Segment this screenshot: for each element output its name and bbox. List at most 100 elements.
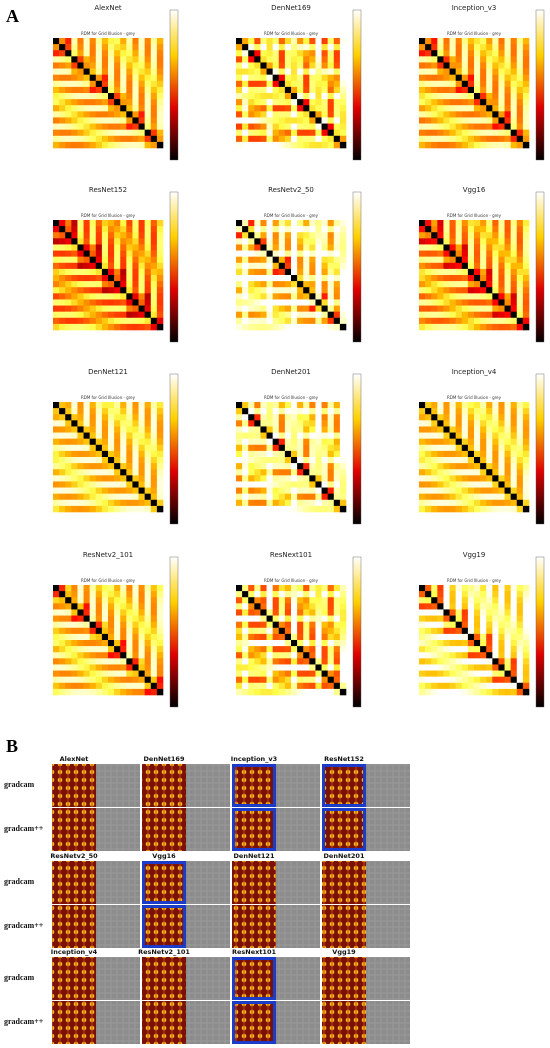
matrix-cell <box>77 664 84 671</box>
matrix-cell <box>156 591 164 598</box>
matrix-cell <box>431 670 438 677</box>
matrix-cell <box>291 603 298 610</box>
matrix-cell <box>297 609 304 616</box>
matrix-cell <box>486 444 493 452</box>
matrix-cell <box>260 317 267 325</box>
matrix-cell <box>95 463 103 470</box>
matrix-cell <box>138 268 145 276</box>
matrix-cell <box>516 244 524 251</box>
matrix-cell <box>59 603 66 610</box>
matrix-cell <box>120 129 127 137</box>
matrix-cell <box>516 50 524 57</box>
matrix-cell <box>156 68 164 75</box>
matrix-cell <box>327 305 335 312</box>
matrix-cell <box>101 68 109 75</box>
matrix-cell <box>474 469 481 476</box>
matrix-cell <box>114 682 121 690</box>
matrix-cell <box>77 408 84 415</box>
matrix-cell <box>53 105 60 112</box>
matrix-cell <box>449 487 456 494</box>
matrix-cell <box>65 226 72 233</box>
matrix-cell <box>474 80 481 88</box>
matrix-cell <box>443 457 450 464</box>
matrix-cell <box>89 268 97 276</box>
matrix-cell <box>486 646 493 653</box>
matrix-cell <box>303 481 310 488</box>
matrix-cell <box>315 74 322 82</box>
matrix-cell <box>522 493 530 501</box>
matrix-cell <box>291 323 298 331</box>
matrix-cell <box>315 670 322 677</box>
matrix-cell <box>492 621 499 629</box>
matrix-cell <box>144 591 152 598</box>
matrix-cell <box>297 402 304 409</box>
matrix-cell <box>510 499 518 507</box>
matrix-cell <box>315 591 322 598</box>
model-title: Vgg19 <box>463 551 486 559</box>
matrix-cell <box>498 93 505 100</box>
matrix-cell <box>321 99 328 106</box>
matrix-cell <box>474 603 481 610</box>
matrix-cell <box>327 226 335 233</box>
matrix-cell <box>71 323 78 331</box>
matrix-cell <box>132 141 139 149</box>
matrix-cell <box>260 226 267 233</box>
matrix-cell <box>284 232 292 239</box>
matrix-cell <box>108 268 115 276</box>
matrix-cell <box>126 664 133 671</box>
matrix-cell <box>309 664 316 671</box>
matrix-cell <box>114 50 121 57</box>
matrix-cell <box>83 627 90 635</box>
matrix-cell <box>108 640 115 647</box>
matrix-cell <box>59 438 66 446</box>
matrix-cell <box>327 262 335 270</box>
matrix-cell <box>71 299 78 306</box>
matrix-cell <box>309 293 316 300</box>
matrix-cell <box>89 129 97 137</box>
matrix-cell <box>504 640 511 647</box>
matrix-cell <box>71 609 78 616</box>
matrix-cell <box>431 129 438 137</box>
matrix-cell <box>120 450 127 458</box>
matrix-cell <box>108 682 115 690</box>
matrix-cell <box>315 457 322 464</box>
matrix-cell <box>449 129 456 137</box>
matrix-cell <box>467 664 475 671</box>
matrix-cell <box>297 256 304 264</box>
cam-heatmap <box>142 764 186 807</box>
matrix-cell <box>303 444 310 452</box>
matrix-cell <box>254 585 261 592</box>
matrix-cell <box>437 232 444 239</box>
matrix-cell <box>284 475 292 482</box>
matrix-cell <box>291 402 298 409</box>
matrix-cell <box>272 311 280 319</box>
cam-heatmap <box>142 957 186 1000</box>
matrix-cell <box>236 262 243 270</box>
matrix-cell <box>108 135 115 143</box>
matrix-cell <box>83 226 90 233</box>
matrix-cell <box>474 640 481 647</box>
matrix-cell <box>455 597 463 604</box>
matrix-cell <box>101 487 109 494</box>
matrix-cell <box>339 640 347 647</box>
matrix-cell <box>498 86 505 94</box>
matrix-cell <box>138 80 145 88</box>
matrix-cell <box>480 627 487 635</box>
matrix-cell <box>114 262 121 270</box>
matrix-cell <box>278 299 286 306</box>
matrix-cell <box>284 402 292 409</box>
matrix-cell <box>504 457 511 464</box>
matrix-cell <box>504 105 511 112</box>
matrix-cell <box>71 457 78 464</box>
matrix-cell <box>284 99 292 106</box>
matrix-cell <box>59 256 66 264</box>
matrix-cell <box>254 323 261 331</box>
matrix-cell <box>248 652 255 659</box>
matrix-cell <box>77 640 84 647</box>
matrix-cell <box>449 50 456 57</box>
matrix-cell <box>95 609 103 616</box>
matrix-cell <box>260 469 267 476</box>
matrix-cell <box>461 268 469 276</box>
matrix-cell <box>480 287 487 294</box>
matrix-cell <box>303 287 310 294</box>
